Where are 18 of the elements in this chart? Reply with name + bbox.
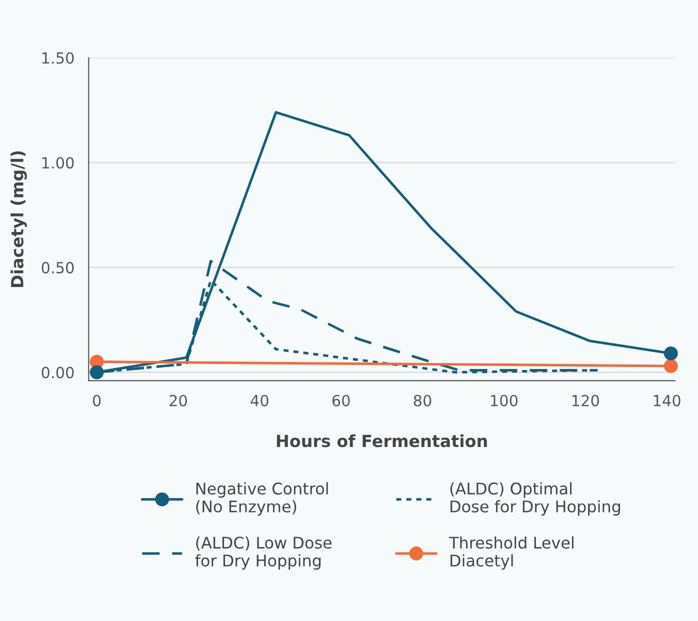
x-tick-label: 40	[250, 394, 268, 406]
y-tick-label: 0.00	[42, 366, 74, 378]
x-tick-label: 140	[654, 394, 680, 406]
x-tick-label: 20	[170, 394, 187, 406]
legend-label: Threshold Level Diacetyl	[448, 536, 574, 570]
x-tick-label: 120	[572, 394, 599, 406]
legend-label: (ALDC) Optimal Dose for Dry Hopping	[450, 482, 620, 516]
y-tick-label: 1.00	[42, 157, 74, 169]
x-tick-label: 80	[414, 394, 432, 406]
y-tick-label: 0.50	[42, 262, 74, 274]
y-axis-title: Diacetyl (mg/l)	[10, 151, 27, 288]
x-tick-label: 60	[332, 394, 350, 406]
x-axis-title: Hours of Fermentation	[276, 434, 487, 448]
y-tick-label: 1.50	[42, 52, 74, 64]
legend-label: (ALDC) Low Dose for Dry Hopping	[195, 536, 332, 570]
x-tick-label: 0	[92, 394, 101, 406]
x-tick-label: 100	[491, 394, 518, 406]
legend-label: Negative Control (No Enzyme)	[196, 482, 328, 516]
